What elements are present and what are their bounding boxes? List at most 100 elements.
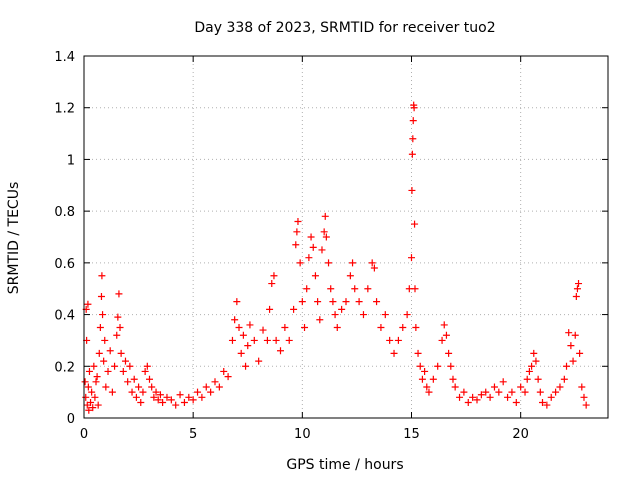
x-axis-label: GPS time / hours	[286, 457, 403, 473]
data-point	[569, 357, 577, 365]
data-point	[215, 383, 223, 391]
data-point	[268, 280, 276, 288]
data-point	[314, 298, 322, 306]
data-point	[346, 272, 354, 280]
data-point	[172, 401, 180, 409]
data-point	[101, 336, 109, 344]
data-point	[211, 378, 219, 386]
data-point	[421, 367, 429, 375]
data-point	[390, 349, 398, 357]
data-point	[359, 311, 367, 319]
data-point	[442, 331, 450, 339]
x-tick-label: 0	[80, 427, 88, 442]
data-point	[281, 324, 289, 331]
data-point	[237, 349, 245, 357]
data-point	[141, 367, 149, 375]
data-point	[285, 336, 293, 344]
data-point	[512, 398, 520, 406]
data-point	[508, 388, 516, 396]
data-point	[552, 388, 560, 396]
data-point	[85, 406, 93, 414]
data-point	[99, 311, 107, 319]
data-point	[373, 298, 381, 306]
data-point	[504, 393, 512, 401]
data-point	[90, 362, 98, 370]
data-point	[231, 316, 239, 324]
data-point	[567, 342, 575, 350]
data-point	[560, 375, 568, 383]
data-point	[364, 285, 372, 293]
data-point	[408, 186, 416, 194]
data-point	[97, 292, 105, 300]
data-point	[244, 342, 252, 350]
data-point	[495, 388, 503, 396]
data-point	[325, 259, 333, 267]
data-point	[87, 398, 95, 406]
data-point	[96, 324, 104, 331]
data-point	[408, 150, 416, 158]
data-point	[438, 336, 446, 344]
y-tick-label: 1.2	[54, 102, 75, 117]
data-point	[143, 362, 151, 370]
x-tick-label: 15	[403, 427, 420, 442]
plot-frame	[83, 55, 609, 419]
data-point	[81, 378, 89, 386]
data-point	[272, 336, 280, 344]
x-tick-label: 5	[189, 427, 197, 442]
data-point	[571, 331, 579, 339]
data-point	[294, 217, 302, 225]
data-point	[536, 388, 544, 396]
data-point	[84, 300, 92, 308]
data-point	[473, 396, 481, 404]
data-point	[556, 383, 564, 391]
data-point	[137, 398, 145, 406]
data-point	[412, 324, 420, 331]
data-point	[355, 298, 363, 306]
data-point	[270, 272, 278, 280]
data-point	[411, 285, 419, 293]
data-point	[305, 254, 313, 262]
data-point	[303, 285, 311, 293]
data-points	[81, 101, 590, 414]
data-point	[189, 396, 197, 404]
data-point	[445, 349, 453, 357]
data-point	[399, 324, 407, 331]
data-point	[180, 398, 188, 406]
data-point	[525, 367, 533, 375]
data-point	[517, 383, 525, 391]
data-point	[250, 336, 258, 344]
data-point	[159, 398, 167, 406]
data-point	[580, 393, 588, 401]
data-point	[106, 347, 114, 355]
data-point	[447, 362, 455, 370]
data-point	[163, 393, 171, 401]
data-point	[394, 336, 402, 344]
data-point	[293, 228, 301, 236]
data-point	[409, 117, 417, 125]
chart-title: Day 338 of 2023, SRMTID for receiver tuo…	[194, 20, 495, 36]
data-point	[94, 401, 102, 409]
data-point	[329, 298, 337, 306]
data-point	[368, 259, 376, 267]
data-point	[408, 254, 415, 262]
y-tick-label: 0.2	[54, 360, 75, 375]
data-point	[298, 298, 306, 306]
data-point	[411, 220, 419, 228]
data-point	[381, 311, 389, 319]
data-point	[307, 233, 315, 241]
data-point	[82, 393, 90, 401]
data-point	[573, 285, 581, 293]
data-point	[499, 378, 507, 386]
y-tick-label: 1	[67, 153, 75, 168]
data-point	[370, 264, 378, 272]
data-point	[543, 401, 551, 409]
data-point	[228, 336, 236, 344]
data-point	[460, 388, 468, 396]
data-point	[139, 388, 147, 396]
data-point	[563, 362, 571, 370]
data-point	[565, 329, 573, 337]
data-point	[277, 347, 284, 355]
data-point	[486, 393, 494, 401]
grid-lines	[84, 56, 608, 418]
